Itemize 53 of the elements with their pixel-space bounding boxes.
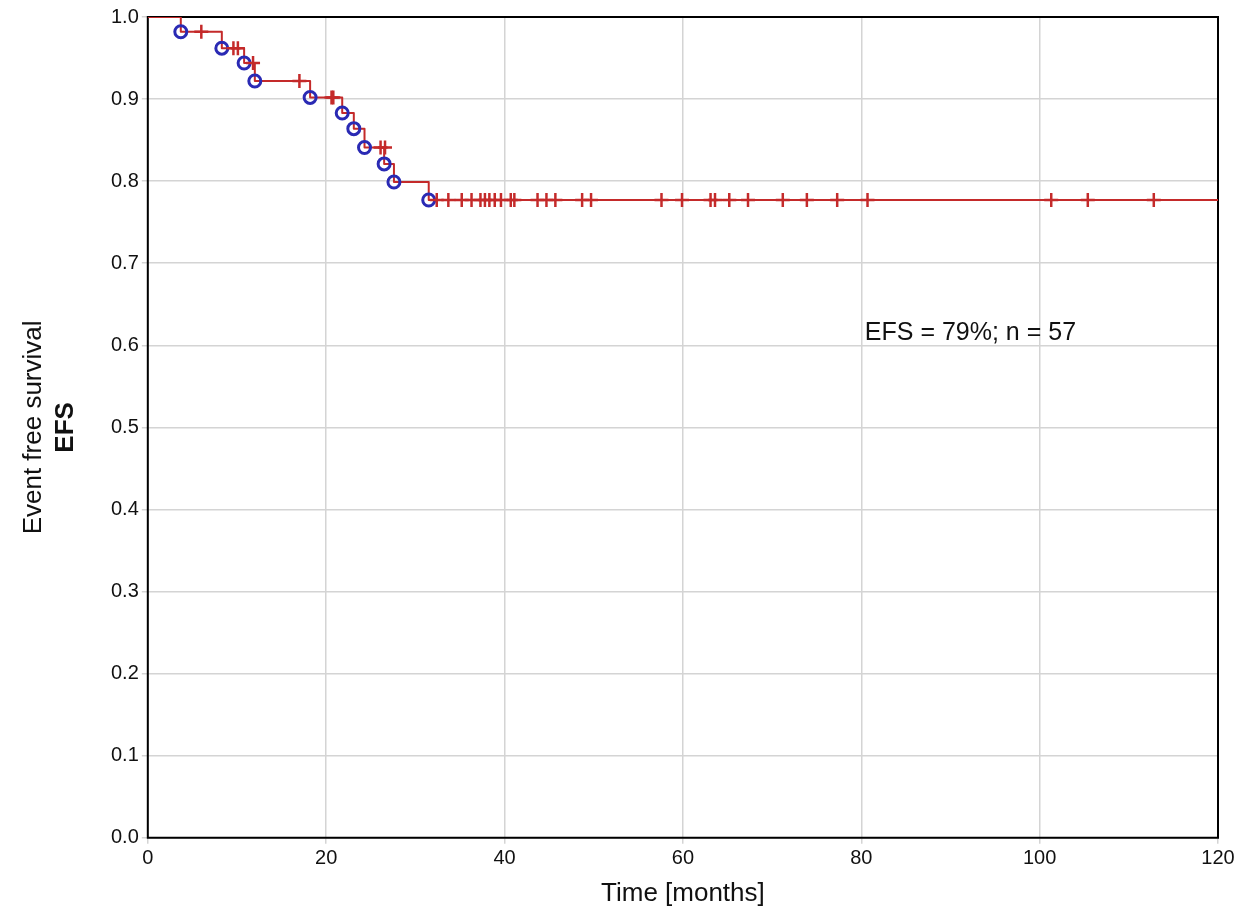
y-axis-title: Event free survival EFS: [17, 320, 80, 535]
point: [302, 89, 318, 105]
point: [721, 191, 738, 209]
point: [673, 191, 691, 209]
point: [244, 54, 262, 72]
point: [828, 191, 846, 209]
x-tick-label: 0: [142, 846, 154, 869]
y-tick-label: 0.2: [110, 661, 139, 684]
point: [506, 191, 523, 209]
point: [1042, 191, 1060, 209]
point: [440, 191, 457, 209]
point: [706, 191, 724, 209]
y-tick-label: 0.9: [110, 86, 139, 109]
point: [859, 191, 876, 209]
point: [774, 191, 792, 209]
annotation: EFS = 79%; n = 57: [864, 316, 1077, 345]
point: [193, 23, 210, 41]
y-tick-label: 0.1: [110, 743, 139, 766]
point: [582, 191, 600, 209]
point: [229, 39, 247, 57]
y-tick-label: 0.0: [110, 825, 139, 848]
point: [236, 55, 252, 71]
point: [1145, 191, 1163, 209]
point: [357, 140, 373, 156]
y-tick-label: 0.3: [110, 579, 139, 602]
x-tick-label: 120: [1201, 846, 1235, 869]
point: [1079, 191, 1097, 209]
y-tick-label: 0.6: [110, 332, 139, 355]
y-tick-label: 0.7: [110, 250, 139, 273]
y-tick-label: 0.4: [110, 497, 139, 519]
point: [173, 24, 189, 40]
point: [291, 72, 308, 90]
x-tick-label: 80: [850, 846, 873, 869]
point: [798, 191, 816, 209]
point: [346, 121, 362, 137]
y-tick-label: 0.5: [110, 414, 139, 437]
point: [247, 73, 263, 89]
point: [376, 156, 392, 172]
point: [214, 40, 230, 56]
point: [376, 139, 394, 156]
point: [334, 105, 350, 121]
point: [547, 191, 564, 209]
point: [386, 174, 402, 190]
y-tick-label: 1.0: [110, 4, 139, 27]
x-tick-label: 100: [1022, 846, 1057, 869]
x-tick-label: 60: [671, 846, 695, 869]
point: [739, 191, 757, 209]
x-tick-label: 20: [315, 846, 338, 869]
point: [421, 192, 437, 208]
x-axis-title: Time [months]: [601, 876, 765, 907]
point: [653, 191, 670, 209]
x-tick-label: 40: [493, 846, 516, 869]
y-tick-label: 0.8: [110, 168, 139, 191]
